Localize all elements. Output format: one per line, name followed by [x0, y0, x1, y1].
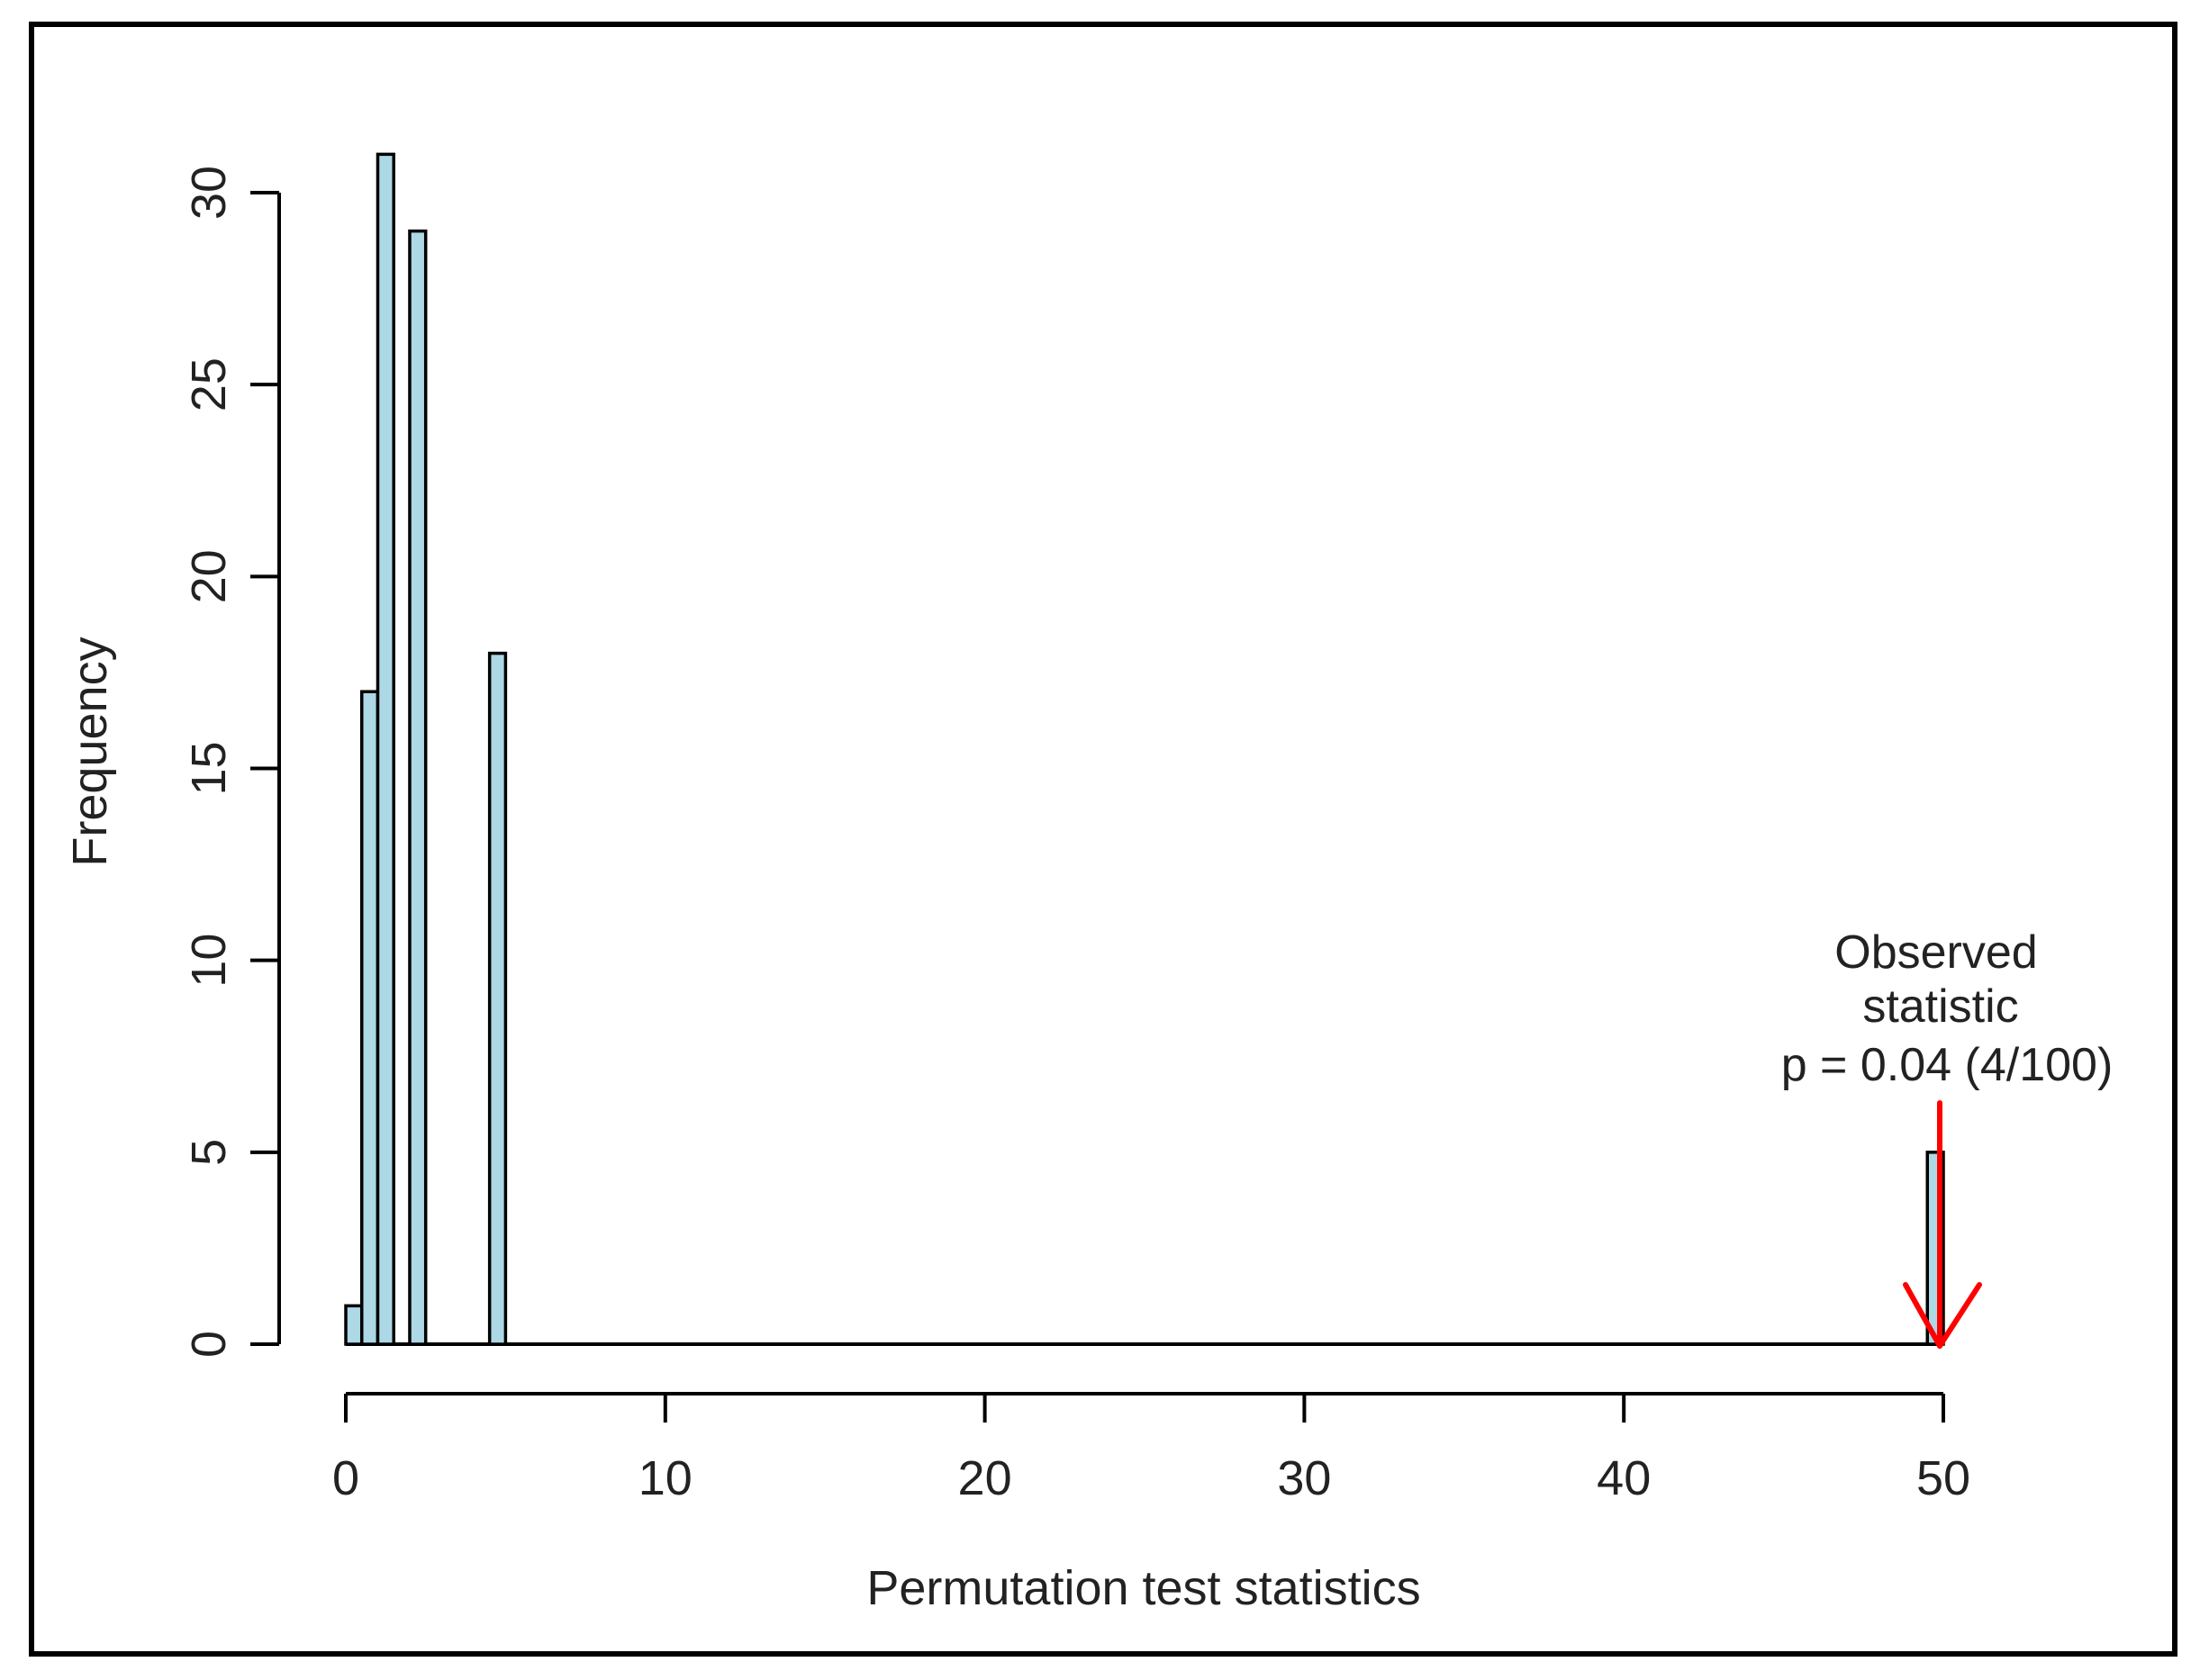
- annotation-line-3: p = 0.04 (4/100): [1781, 1039, 2114, 1091]
- y-tick-label-3: 15: [182, 741, 236, 795]
- x-axis-title: Permutation test statistics: [866, 1561, 1420, 1615]
- y-tick-label-1: 5: [182, 1139, 236, 1166]
- y-tick-label-5: 25: [182, 357, 236, 411]
- y-tick-label-6: 30: [182, 166, 236, 220]
- histogram-bar-0: [344, 1304, 364, 1346]
- x-tick-label-1: 10: [638, 1451, 693, 1505]
- y-axis-title: Frequency: [63, 637, 117, 866]
- histogram-bar-2: [376, 152, 395, 1346]
- figure-frame: [29, 22, 2177, 1657]
- histogram-bar-4: [487, 651, 508, 1346]
- observed-annotation: Observed statistic p = 0.04 (4/100): [1781, 926, 2114, 1349]
- x-tick-label-3: 30: [1277, 1451, 1331, 1505]
- y-tick-label-2: 10: [182, 934, 236, 988]
- x-tick-label-5: 50: [1916, 1451, 1970, 1505]
- observed-arrow-head: [1903, 1282, 1982, 1349]
- annotation-line-2: statistic: [1862, 980, 2018, 1033]
- axes-layer: 0 10 20 30 40 50 0 5 10 15 20 25 30: [182, 166, 1970, 1505]
- y-tick-label-4: 20: [182, 549, 236, 603]
- histogram-bar-1: [359, 690, 380, 1346]
- bars-layer: [344, 152, 1945, 1346]
- y-tick-label-0: 0: [182, 1331, 236, 1358]
- x-tick-label-4: 40: [1597, 1451, 1651, 1505]
- histogram-bar-3: [408, 229, 428, 1346]
- x-tick-label-2: 20: [958, 1451, 1012, 1505]
- annotation-line-1: Observed: [1834, 926, 2037, 979]
- x-tick-label-0: 0: [332, 1451, 359, 1505]
